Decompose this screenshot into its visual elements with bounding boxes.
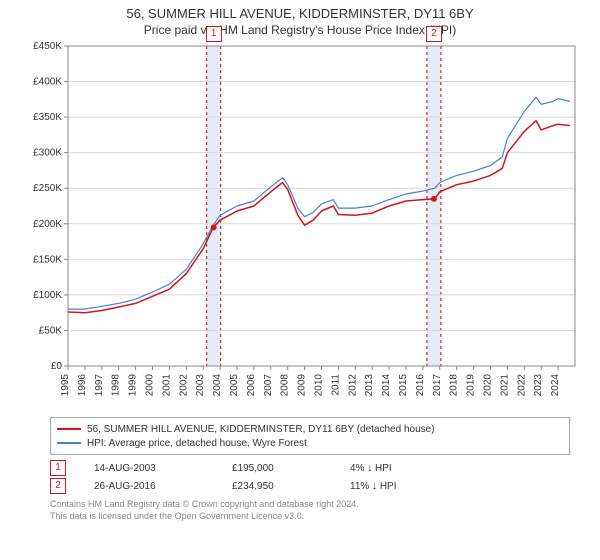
- line-chart-svg: £0 £50K £100K £150K £200K £250K £300K £350K £400…: [20, 41, 580, 411]
- svg-text:2019: 2019: [466, 374, 477, 397]
- svg-text:£50K: £50K: [39, 325, 63, 336]
- svg-text:2000: 2000: [145, 374, 156, 397]
- svg-text:2001: 2001: [161, 374, 172, 397]
- legend-swatch-hpi: [57, 442, 81, 444]
- svg-text:2010: 2010: [314, 374, 325, 397]
- svg-text:£150K: £150K: [33, 254, 62, 265]
- svg-text:2017: 2017: [432, 374, 443, 397]
- chart-title-subtitle: Price paid vs. HM Land Registry's House …: [10, 23, 590, 37]
- legend-label-property: 56, SUMMER HILL AVENUE, KIDDERMINSTER, D…: [87, 424, 435, 435]
- svg-text:2021: 2021: [499, 374, 510, 397]
- svg-text:2003: 2003: [195, 374, 206, 397]
- svg-text:2014: 2014: [381, 374, 392, 397]
- svg-text:£100K: £100K: [33, 290, 62, 301]
- sale-marker-badge: 2: [426, 26, 442, 42]
- svg-text:1997: 1997: [94, 374, 105, 397]
- svg-text:2002: 2002: [178, 374, 189, 397]
- legend-item-hpi: HPI: Average price, detached house, Wyre…: [57, 436, 563, 450]
- legend-item-property: 56, SUMMER HILL AVENUE, KIDDERMINSTER, D…: [57, 422, 563, 436]
- svg-text:1996: 1996: [77, 374, 88, 397]
- sale-badge-2: 2: [50, 478, 66, 494]
- svg-text:£300K: £300K: [33, 148, 62, 159]
- svg-text:2008: 2008: [280, 374, 291, 397]
- svg-text:2022: 2022: [516, 374, 527, 397]
- svg-text:2020: 2020: [483, 374, 494, 397]
- svg-text:£250K: £250K: [33, 183, 62, 194]
- sale-price-2: £234,950: [232, 481, 322, 492]
- legend-swatch-property: [57, 428, 81, 430]
- sale-date-2: 26-AUG-2016: [94, 481, 204, 492]
- sale-date-1: 14-AUG-2003: [94, 463, 204, 474]
- svg-text:1995: 1995: [60, 374, 71, 397]
- svg-text:£200K: £200K: [33, 219, 62, 230]
- sale-delta-2: 11% ↓ HPI: [350, 481, 430, 492]
- sales-table: 1 14-AUG-2003 £195,000 4% ↓ HPI 2 26-AUG…: [50, 459, 570, 495]
- legend-label-hpi: HPI: Average price, detached house, Wyre…: [87, 438, 307, 449]
- svg-text:2024: 2024: [550, 374, 561, 397]
- sale-price-1: £195,000: [232, 463, 322, 474]
- svg-text:2006: 2006: [246, 374, 257, 397]
- svg-text:1999: 1999: [128, 374, 139, 397]
- svg-text:2018: 2018: [449, 374, 460, 397]
- sale-badge-1: 1: [50, 460, 66, 476]
- chart-area: £0 £50K £100K £150K £200K £250K £300K £350K £400…: [20, 41, 580, 411]
- svg-text:1998: 1998: [111, 374, 122, 397]
- footer-line-1: Contains HM Land Registry data © Crown c…: [50, 499, 570, 511]
- chart-title-address: 56, SUMMER HILL AVENUE, KIDDERMINSTER, D…: [10, 6, 590, 21]
- svg-text:2004: 2004: [212, 374, 223, 397]
- svg-text:2013: 2013: [364, 374, 375, 397]
- svg-text:£450K: £450K: [33, 41, 62, 52]
- sale-row-2: 2 26-AUG-2016 £234,950 11% ↓ HPI: [50, 477, 570, 495]
- svg-text:2012: 2012: [347, 374, 358, 397]
- svg-text:£350K: £350K: [33, 112, 62, 123]
- svg-text:£400K: £400K: [33, 77, 62, 88]
- svg-text:£0: £0: [51, 361, 63, 372]
- svg-text:2007: 2007: [263, 374, 274, 397]
- svg-text:2011: 2011: [330, 374, 341, 396]
- svg-text:2009: 2009: [297, 374, 308, 397]
- svg-text:2016: 2016: [415, 374, 426, 397]
- sale-marker-badge: 1: [206, 26, 222, 42]
- sale-delta-1: 4% ↓ HPI: [350, 463, 430, 474]
- svg-text:2005: 2005: [229, 374, 240, 397]
- footer-attribution: Contains HM Land Registry data © Crown c…: [50, 499, 570, 522]
- svg-text:2023: 2023: [533, 374, 544, 397]
- chart-legend: 56, SUMMER HILL AVENUE, KIDDERMINSTER, D…: [50, 417, 570, 455]
- sale-row-1: 1 14-AUG-2003 £195,000 4% ↓ HPI: [50, 459, 570, 477]
- svg-text:2015: 2015: [398, 374, 409, 397]
- footer-line-2: This data is licensed under the Open Gov…: [50, 511, 570, 523]
- chart-title-block: 56, SUMMER HILL AVENUE, KIDDERMINSTER, D…: [0, 0, 600, 41]
